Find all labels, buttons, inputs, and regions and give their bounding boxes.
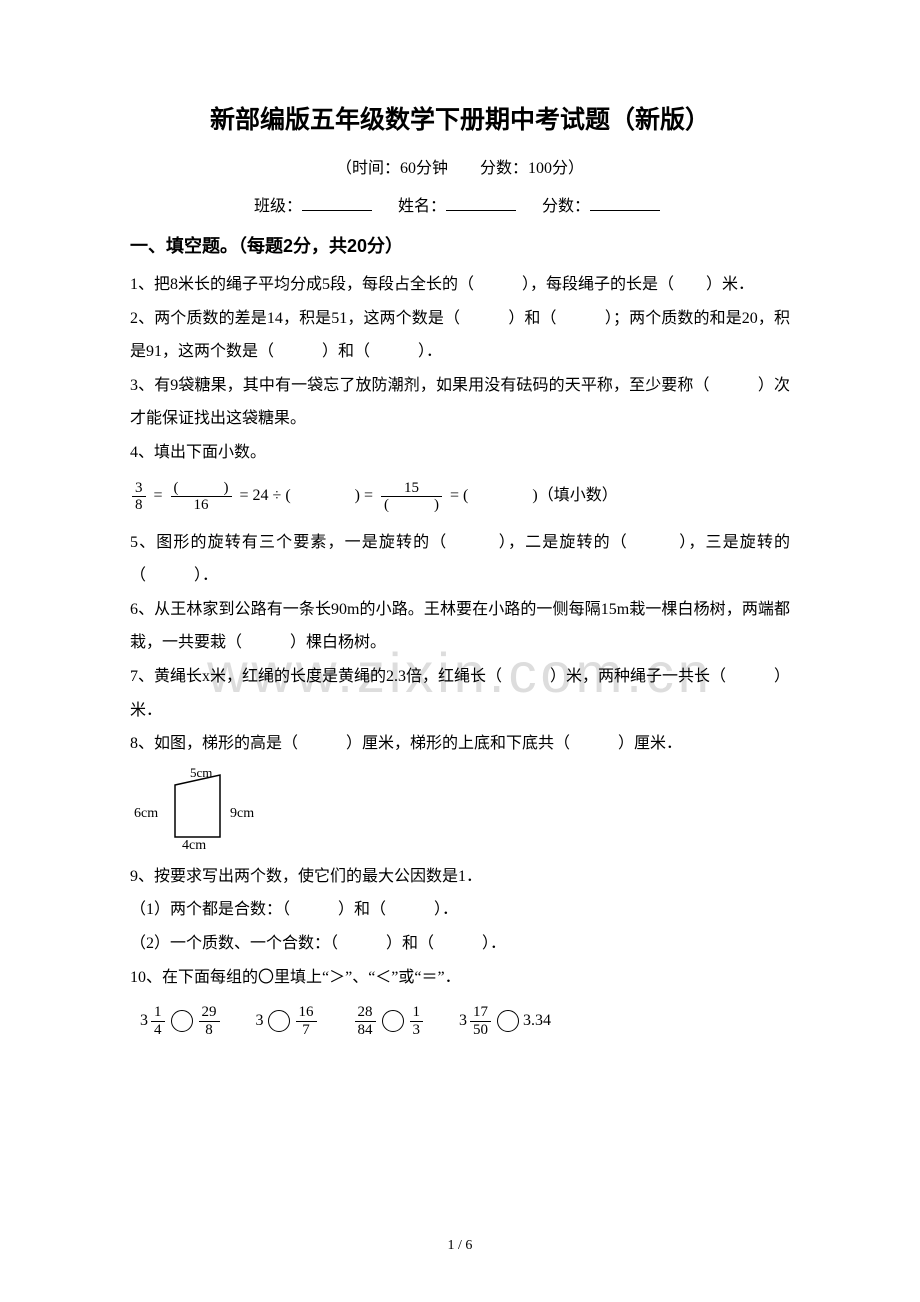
class-blank [302,197,372,211]
frac-1-4: 1 4 [151,1004,165,1038]
frac-16-7: 16 7 [296,1004,317,1038]
section-1-head: 一、填空题。（每题2分，共20分） [130,232,790,258]
fraction-blank-16: ( ) 16 [171,480,232,514]
page-number: 1 / 6 [0,1238,920,1254]
question-4-equation: 3 8 = ( ) 16 = 24 ÷ ( ) = 15 ( ) = ( )（填… [130,480,790,514]
whole-part: 3 [459,1012,467,1030]
frac-17-50: 17 50 [470,1004,491,1038]
trap-bottom-label: 4cm [182,838,206,849]
student-fields: 班级： 姓名： 分数： [130,192,790,216]
frac-num: 17 [470,1004,491,1022]
score-label: 分数： [542,198,590,215]
fraction-3-8: 3 8 [132,480,146,514]
question-1: 1、把8米长的绳子平均分成5段，每段占全长的（ ），每段绳子的长是（ ）米． [130,268,790,302]
frac-num: 16 [296,1004,317,1022]
frac-num: 28 [355,1004,376,1022]
page-title: 新部编版五年级数学下册期中考试题（新版） [130,100,790,136]
mixed-3-17-50: 3 17 50 [459,1004,493,1038]
trapezoid-figure: 5cm 6cm 9cm 4cm [130,767,790,854]
page-subtitle: （时间：60分钟 分数：100分） [130,154,790,178]
q10-group-1: 3 1 4 29 8 [140,1004,222,1038]
name-blank [446,197,516,211]
question-2: 2、两个质数的差是14，积是51，这两个数是（ ）和（ ）；两个质数的和是20，… [130,302,790,369]
eq-part-2: = 24 ÷ ( ) = [240,485,374,507]
question-9a: （1）两个都是合数：（ ）和（ ）． [130,893,790,927]
frac-num: 1 [151,1004,165,1022]
question-3: 3、有9袋糖果，其中有一袋忘了放防潮剂，如果用没有砝码的天平称，至少要称（ ）次… [130,369,790,436]
frac-num: 15 [381,480,442,498]
frac-29-8: 29 8 [199,1004,220,1038]
fraction-15-blank: 15 ( ) [381,480,442,514]
frac-den: 84 [355,1022,376,1039]
trapezoid-svg: 5cm 6cm 9cm 4cm [130,767,280,849]
question-8: 8、如图，梯形的高是（ ）厘米，梯形的上底和下底共（ ）厘米． [130,727,790,761]
q10-group-2: 3 16 7 [256,1004,319,1038]
equals-sign: = [154,485,163,507]
value-3-34: 3.34 [523,1012,551,1030]
page-content: 新部编版五年级数学下册期中考试题（新版） （时间：60分钟 分数：100分） 班… [130,100,790,1038]
value-3: 3 [256,1012,264,1030]
compare-circle [497,1010,519,1032]
class-label: 班级： [254,198,302,215]
frac-den: 16 [171,497,232,514]
frac-num: ( ) [171,480,232,498]
frac-den: 3 [410,1022,424,1039]
question-10-row: 3 1 4 29 8 3 16 7 28 84 [130,1004,790,1038]
frac-28-84: 28 84 [355,1004,376,1038]
question-5: 5、图形的旋转有三个要素，一是旋转的（ ），二是旋转的（ ），三是旋转的（ ）． [130,526,790,593]
frac-den: 7 [296,1022,317,1039]
whole-part: 3 [140,1012,148,1030]
frac-1-3: 1 3 [410,1004,424,1038]
name-label: 姓名： [398,198,446,215]
frac-num: 29 [199,1004,220,1022]
frac-den: ( ) [381,497,442,514]
question-10-intro: 10、在下面每组的〇里填上“＞”、“＜”或“＝”． [130,961,790,995]
q10-group-3: 28 84 1 3 [353,1004,426,1038]
eq-part-3: = ( )（填小数） [450,485,618,507]
frac-den: 50 [470,1022,491,1039]
trap-left-label: 6cm [134,806,158,821]
question-4-intro: 4、填出下面小数。 [130,436,790,470]
question-6: 6、从王林家到公路有一条长90m的小路。王林要在小路的一侧每隔15m栽一棵白杨树… [130,593,790,660]
compare-circle [382,1010,404,1032]
question-7: 7、黄绳长x米，红绳的长度是黄绳的2.3倍，红绳长（ ）米，两种绳子一共长（ ）… [130,660,790,727]
frac-den: 8 [199,1022,220,1039]
score-blank [590,197,660,211]
frac-den: 4 [151,1022,165,1039]
trap-top-label: 5cm [190,767,212,780]
q10-group-4: 3 17 50 3.34 [459,1004,551,1038]
frac-num: 1 [410,1004,424,1022]
frac-num: 3 [132,480,146,498]
frac-den: 8 [132,497,146,514]
compare-circle [268,1010,290,1032]
question-9b: （2）一个质数、一个合数：（ ）和（ ）． [130,927,790,961]
trap-right-label: 9cm [230,806,254,821]
mixed-3-1-4: 3 1 4 [140,1004,167,1038]
compare-circle [171,1010,193,1032]
question-9-intro: 9、按要求写出两个数，使它们的最大公因数是1． [130,860,790,894]
